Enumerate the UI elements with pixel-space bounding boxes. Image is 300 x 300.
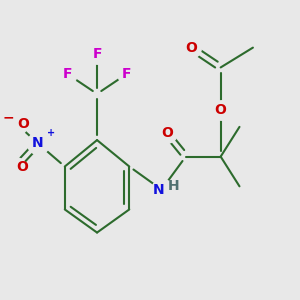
Text: O: O bbox=[16, 160, 28, 173]
Text: N: N bbox=[32, 136, 44, 150]
Text: O: O bbox=[215, 103, 226, 117]
Text: F: F bbox=[92, 47, 102, 61]
Text: H: H bbox=[168, 179, 179, 193]
Text: +: + bbox=[47, 128, 55, 139]
Text: O: O bbox=[17, 117, 29, 130]
Text: O: O bbox=[185, 40, 197, 55]
Text: −: − bbox=[2, 110, 14, 124]
Text: F: F bbox=[63, 67, 72, 81]
Text: O: O bbox=[161, 127, 173, 140]
Text: F: F bbox=[122, 67, 131, 81]
Text: N: N bbox=[153, 183, 165, 196]
